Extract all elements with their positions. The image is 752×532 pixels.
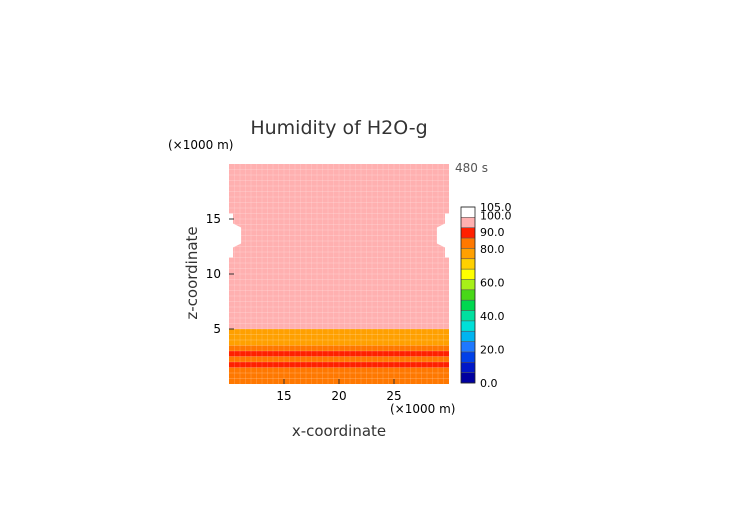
colorbar-swatch — [461, 227, 475, 239]
y-tick-label: 15 — [206, 212, 221, 226]
colorbar-swatch — [461, 320, 475, 332]
heatmap-band-6 — [229, 345, 449, 351]
colorbar-label: 20.0 — [480, 343, 505, 356]
heatmap-band-4 — [229, 356, 449, 362]
colorbar-swatch — [461, 289, 475, 301]
heatmap-band-1 — [229, 373, 449, 379]
heatmap-band-2 — [229, 367, 449, 373]
colorbar-swatch — [461, 258, 475, 270]
colorbar-label: 80.0 — [480, 243, 505, 256]
heatmap-plot-area — [229, 164, 449, 384]
y-tick-label: 5 — [213, 322, 221, 336]
colorbar-swatch — [461, 310, 475, 321]
colorbar-swatch — [461, 300, 475, 311]
colorbar-swatch — [461, 331, 475, 342]
x-unit-label: (×1000 m) — [390, 402, 455, 416]
colorbar-swatch — [461, 279, 475, 290]
heatmap-band-9 — [229, 329, 449, 335]
heatmap-band-10 — [229, 164, 449, 329]
colorbar-label: 105.0 — [480, 201, 512, 214]
x-axis-ticks: 15 20 25 — [276, 379, 402, 403]
colorbar-swatch — [461, 207, 475, 218]
y-unit-label: (×1000 m) — [168, 138, 233, 152]
heatmap-band-3 — [229, 362, 449, 368]
x-tick-label: 25 — [386, 389, 401, 403]
colorbar-swatch — [461, 351, 475, 363]
heatmap-band-8 — [229, 334, 449, 340]
y-axis-title: z-coordinate — [183, 226, 201, 319]
colorbar-label: 60.0 — [480, 276, 505, 289]
heatmap-band-7 — [229, 340, 449, 346]
heatmap-band-5 — [229, 351, 449, 357]
colorbar-label: 90.0 — [480, 226, 505, 239]
colorbar-frame — [460, 206, 476, 384]
colorbar-swatch — [461, 248, 475, 259]
x-tick-label: 20 — [331, 389, 346, 403]
colorbar-swatch — [461, 269, 475, 280]
colorbar-swatch — [461, 238, 475, 249]
heatmap-patch-left — [229, 213, 242, 258]
chart-title: Humidity of H2O-g — [250, 117, 427, 139]
colorbar-swatch — [461, 217, 475, 228]
y-tick-label: 10 — [206, 267, 221, 281]
colorbar-swatch — [461, 341, 475, 352]
x-tick-label: 15 — [276, 389, 291, 403]
colorbar-swatch — [461, 372, 475, 383]
colorbar-label: 100.0 — [480, 209, 512, 222]
colorbar-label: 40.0 — [480, 310, 505, 323]
colorbar-label: 0.0 — [480, 377, 498, 390]
x-axis-title: x-coordinate — [292, 422, 386, 440]
time-label: 480 s — [455, 161, 488, 175]
heatmap-patch-right — [436, 213, 449, 258]
y-axis-ticks: 5 10 15 — [206, 212, 234, 336]
colorbar-swatch — [461, 362, 475, 373]
